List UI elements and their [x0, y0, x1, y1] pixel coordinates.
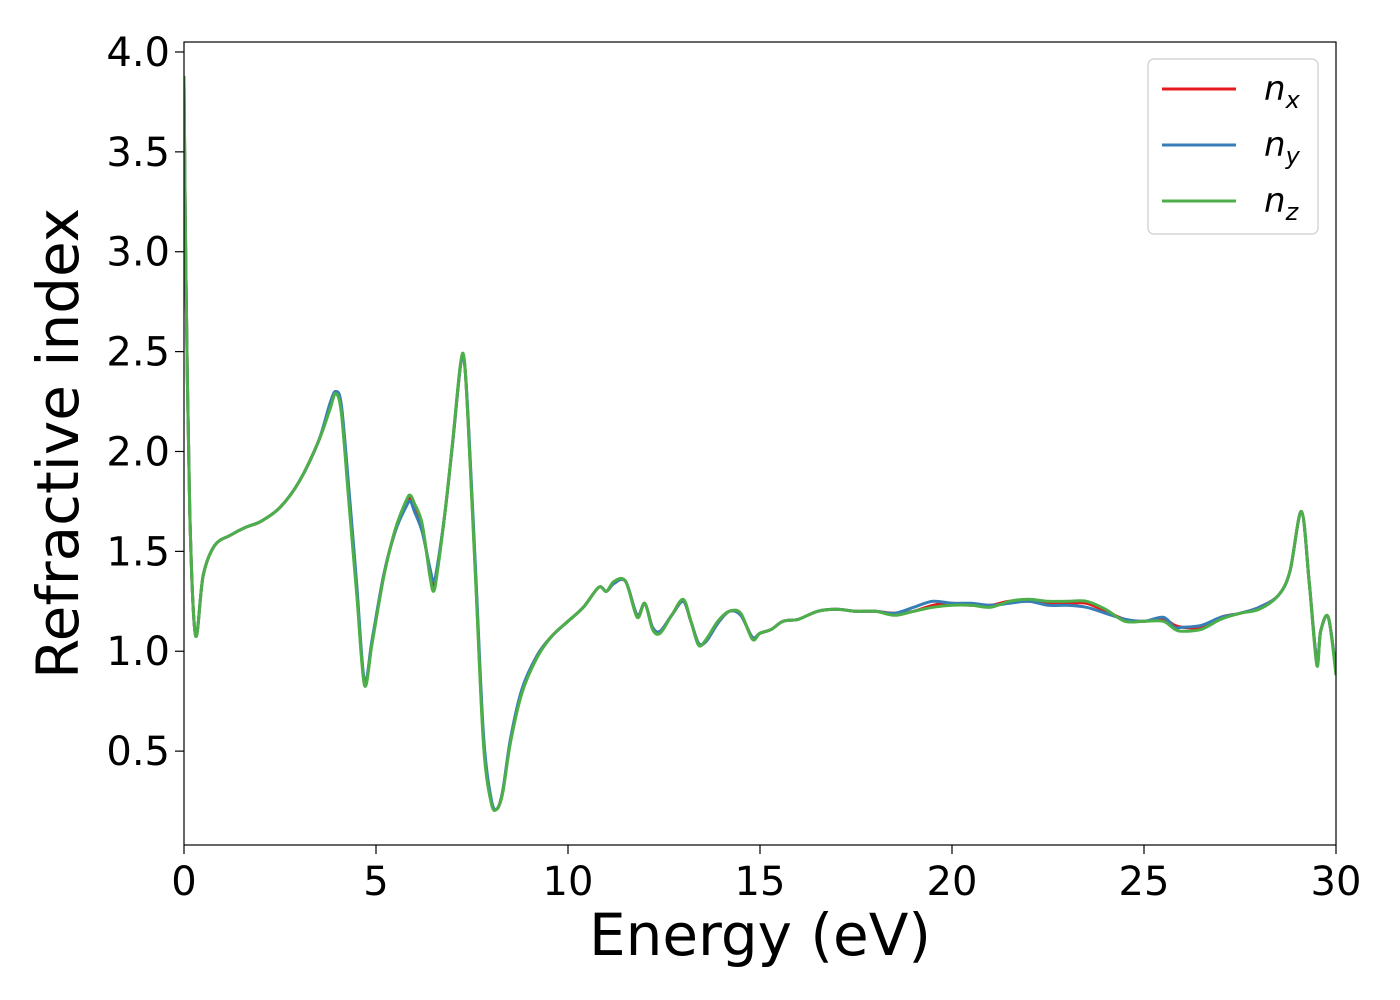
- x-axis-title: Energy (eV): [589, 901, 931, 969]
- x-tick-label: 5: [363, 859, 388, 905]
- y-axis: 0.5 1.0 1.5 2.0 2.5 3.0 3.5 4.0: [106, 30, 184, 775]
- y-tick-label: 2.0: [106, 429, 170, 475]
- y-tick-label: 4.0: [106, 30, 170, 76]
- legend-label-x: nx: [1264, 69, 1301, 114]
- x-axis: 0 5 10 15 20 25 30: [171, 845, 1361, 905]
- x-tick-label: 0: [171, 859, 196, 905]
- y-tick-label: 0.5: [106, 729, 170, 775]
- x-tick-label: 20: [927, 859, 978, 905]
- y-tick-label: 3.0: [106, 230, 170, 276]
- legend-label-z: nz: [1264, 181, 1300, 226]
- series-layer: [184, 75, 1336, 813]
- x-tick-label: 15: [735, 859, 786, 905]
- y-tick-label: 1.5: [106, 529, 170, 575]
- y-tick-label: 3.5: [106, 130, 170, 176]
- x-tick-label: 25: [1119, 859, 1170, 905]
- x-tick-label: 10: [543, 859, 594, 905]
- y-tick-label: 1.0: [106, 629, 170, 675]
- legend: nx ny nz: [1147, 58, 1319, 235]
- y-tick-label: 2.5: [106, 330, 170, 376]
- legend-label-y: ny: [1264, 125, 1301, 170]
- y-axis-title: Refractive index: [24, 208, 92, 679]
- series-line-z: [184, 75, 1336, 813]
- x-tick-label: 30: [1311, 859, 1362, 905]
